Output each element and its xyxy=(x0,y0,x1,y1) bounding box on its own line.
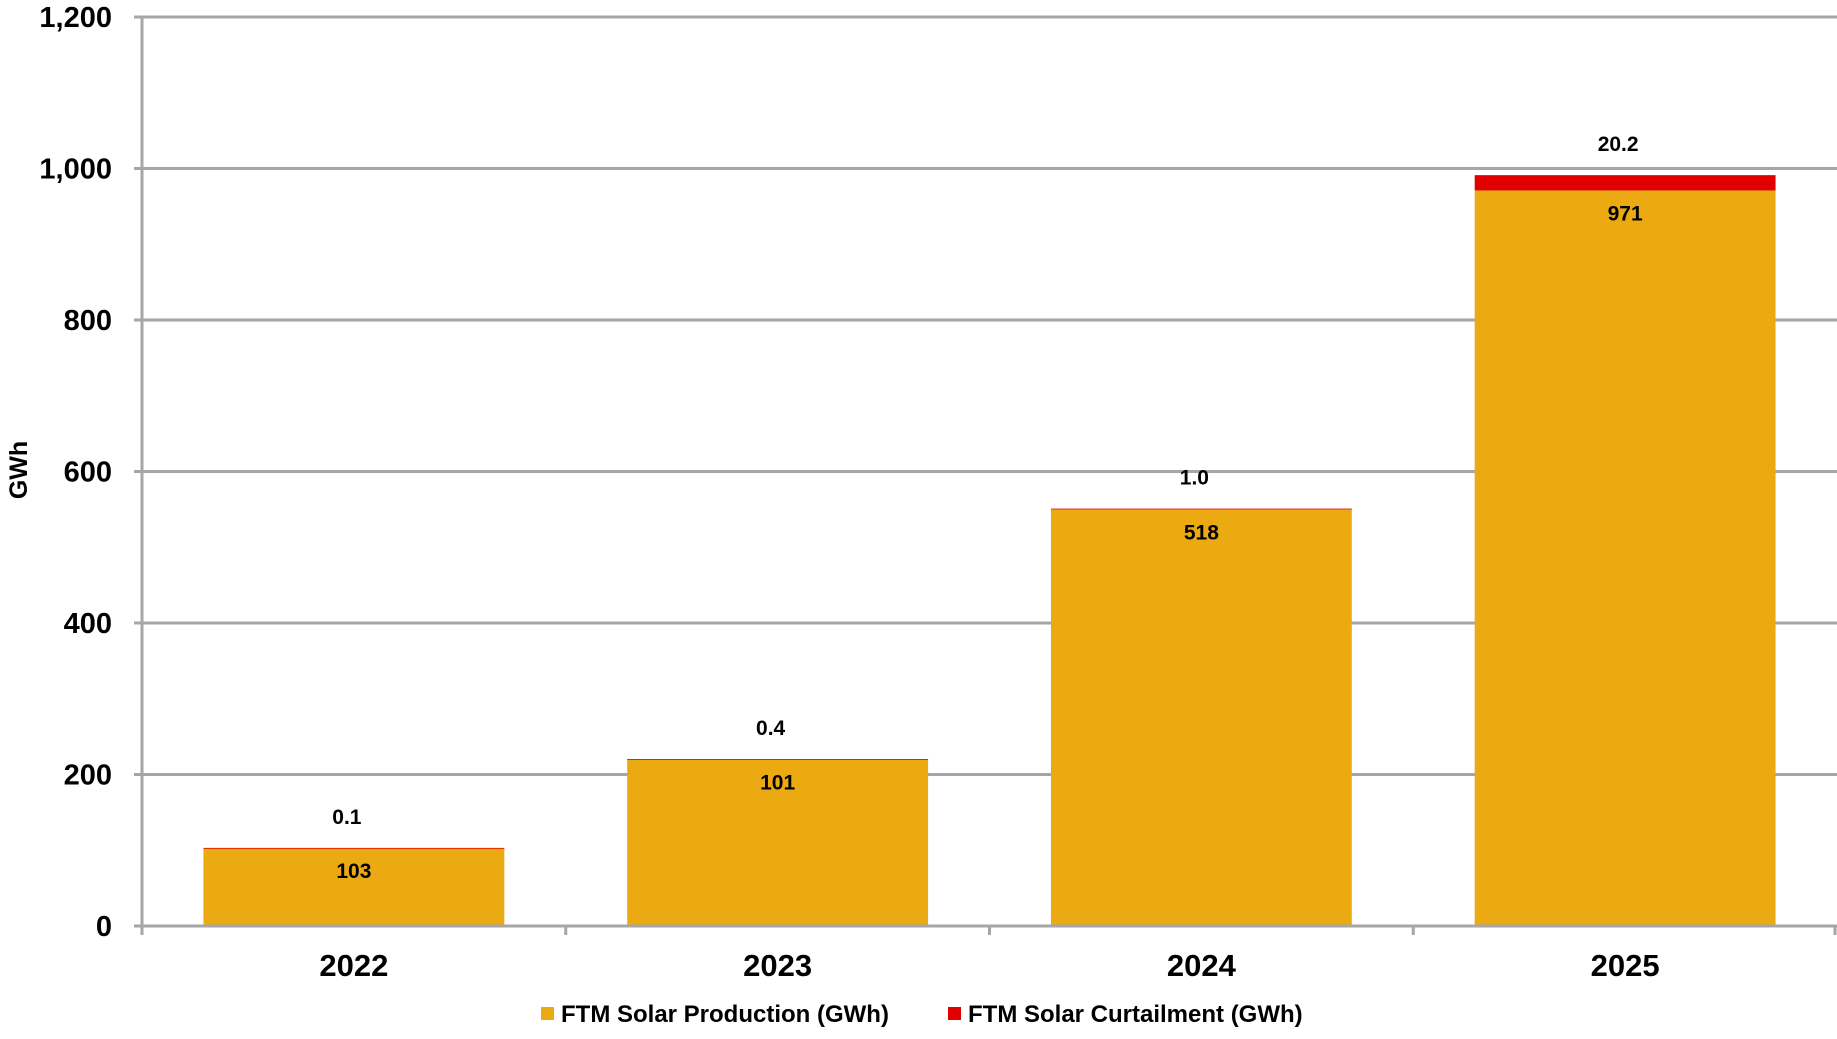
bars xyxy=(203,175,1776,926)
bar-segment-1-2022 xyxy=(203,847,505,849)
x-tick-label-2022: 2022 xyxy=(319,948,388,983)
y-tick-label-2: 400 xyxy=(64,608,112,640)
y-tick-label-5: 1,000 xyxy=(39,154,112,186)
data-label-production-2025: 971 xyxy=(1608,202,1643,225)
bar-segment-1-2024 xyxy=(1050,508,1352,510)
axes xyxy=(134,15,1837,935)
legend-label-1: FTM Solar Curtailment (GWh) xyxy=(968,1001,1303,1028)
x-axis-tick-labels: 2022 2023 2024 2025 xyxy=(319,948,1659,983)
data-label-curtailment-2024: 1.0 xyxy=(1180,467,1209,490)
legend: FTM Solar Production (GWh) FTM Solar Curt… xyxy=(541,1001,1303,1028)
bar-segment-0-2024 xyxy=(1050,509,1352,926)
bar-segment-1-2023 xyxy=(627,759,929,760)
data-label-curtailment-2023: 0.4 xyxy=(756,717,786,740)
data-label-curtailment-2025: 20.2 xyxy=(1598,133,1639,156)
data-label-production-2024: 518 xyxy=(1184,521,1219,544)
data-label-production-2022: 103 xyxy=(336,860,371,883)
legend-swatch-1 xyxy=(948,1007,961,1020)
y-tick-label-6: 1,200 xyxy=(39,2,112,34)
legend-label-0: FTM Solar Production (GWh) xyxy=(561,1001,889,1028)
y-tick-label-4: 800 xyxy=(64,305,112,337)
bar-segment-0-2025 xyxy=(1474,190,1776,926)
data-labels: 103 0.1 101 0.4 518 1.0 971 20.2 xyxy=(332,133,1643,883)
x-tick-label-2023: 2023 xyxy=(743,948,812,983)
y-tick-label-0: 0 xyxy=(96,911,112,943)
bar-segment-0-2022 xyxy=(203,847,505,926)
bar-segment-0-2023 xyxy=(627,759,929,926)
legend-swatch-0 xyxy=(541,1007,554,1020)
data-label-curtailment-2022: 0.1 xyxy=(332,806,362,829)
y-tick-label-3: 600 xyxy=(64,457,112,489)
data-label-production-2023: 101 xyxy=(760,771,795,794)
x-tick-label-2024: 2024 xyxy=(1167,948,1237,983)
y-axis-tick-labels: 0 200 400 600 800 1,000 1,200 xyxy=(39,2,112,943)
x-tick-label-2025: 2025 xyxy=(1591,948,1660,983)
y-axis-title: GWh xyxy=(5,441,33,499)
bar-segment-1-2025 xyxy=(1474,175,1776,191)
y-tick-label-1: 200 xyxy=(64,760,112,792)
